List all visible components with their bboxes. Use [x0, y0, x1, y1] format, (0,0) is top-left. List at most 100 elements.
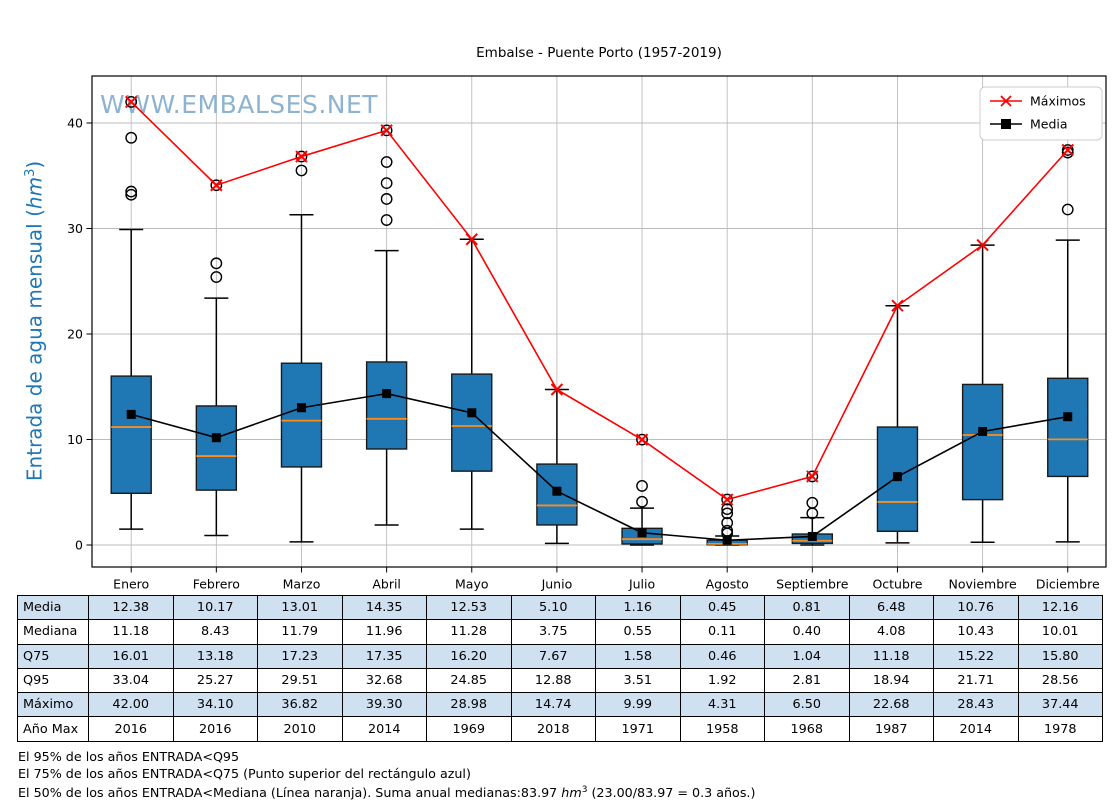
table-cell: 34.10 — [172, 692, 258, 718]
x-tick-label: Junio — [541, 577, 573, 592]
table-cell: 36.82 — [257, 692, 343, 718]
outlier-marker — [636, 495, 648, 508]
table-cell: 12.88 — [510, 667, 596, 694]
media-marker — [296, 403, 306, 413]
x-tick-label: Enero — [113, 577, 149, 592]
x-tick-label: Abril — [372, 577, 401, 592]
boxplot-abril — [365, 124, 408, 526]
x-tick-label: Marzo — [283, 577, 321, 592]
legend: Máximos Media — [979, 86, 1103, 141]
row-label: Q95 — [17, 667, 89, 694]
table-cell: 1958 — [679, 716, 765, 742]
boxplot-chart: Embalse - Puente Porto (1957-2019) WWW.E… — [67, 45, 1107, 592]
iqr-box — [451, 373, 493, 472]
maximos-marker — [465, 233, 478, 246]
statistics-table: Media 12.38 10.17 13.01 14.35 12.53 5.10 1.16 0.… — [17, 594, 1103, 742]
table-cell: 17.23 — [257, 643, 343, 669]
outlier-marker — [380, 177, 393, 190]
y-tick-label: 0 — [75, 538, 83, 553]
table-cell: 12.38 — [88, 594, 174, 621]
grid-layer — [92, 76, 1106, 567]
outlier-marker — [721, 507, 734, 520]
maximos-marker — [124, 95, 138, 109]
outlier-marker — [806, 470, 819, 483]
outlier-marker — [125, 131, 138, 144]
y-axis-label: Entrada de agua mensual (hm3) — [22, 160, 47, 482]
table-cell: 17.35 — [341, 643, 427, 669]
table-cell: 24.85 — [426, 667, 512, 694]
table-cell: 42.00 — [88, 692, 174, 718]
table-cell: 11.18 — [88, 619, 174, 645]
table-cell: 1969 — [426, 716, 512, 742]
outlier-marker — [125, 96, 138, 108]
media-marker — [552, 486, 562, 496]
outlier-marker — [806, 496, 819, 509]
table-cell: 25.27 — [172, 667, 258, 694]
table-cell: 4.08 — [848, 619, 934, 645]
media-marker — [637, 528, 647, 538]
outlier-marker — [210, 179, 223, 192]
table-row: Mediana 11.18 8.43 11.79 11.96 11.28 3.75 0.55 0… — [17, 619, 1103, 645]
table-cell: 10.76 — [933, 594, 1019, 621]
chart-title: Embalse - Puente Porto (1957-2019) — [476, 45, 722, 61]
iqr-box — [1047, 377, 1089, 478]
table-row: Máximo 42.00 34.10 36.82 39.30 28.98 14.74 9.99… — [17, 692, 1103, 718]
footnote-q75: El 75% de los años ENTRADA<Q75 (Punto su… — [18, 766, 471, 781]
row-label: Máximo — [17, 692, 89, 718]
outlier-marker — [380, 124, 393, 137]
table-row: Q95 33.04 25.27 29.51 32.68 24.85 12.88 3.51 1.9… — [17, 667, 1103, 694]
legend-label-media: Media — [1030, 117, 1068, 132]
table-cell: 16.20 — [426, 643, 512, 669]
maximos-series — [124, 95, 1074, 506]
table-cell: 10.01 — [1017, 619, 1103, 645]
iqr-box — [110, 375, 152, 495]
outlier-marker — [1061, 203, 1074, 216]
media-series — [126, 389, 1073, 545]
table-cell: 1987 — [848, 716, 934, 742]
iqr-box — [365, 361, 408, 450]
table-cell: 9.99 — [595, 692, 681, 718]
table-cell: 21.71 — [933, 667, 1019, 694]
table-cell: 0.45 — [679, 594, 765, 621]
table-cell: 10.17 — [172, 594, 258, 621]
table-cell: 32.68 — [341, 667, 427, 694]
x-tick-label: Diciembre — [1036, 577, 1100, 592]
media-marker — [722, 535, 732, 545]
table-cell: 2010 — [257, 716, 343, 742]
outlier-marker — [380, 214, 393, 226]
media-marker — [126, 409, 136, 419]
outlier-marker — [636, 480, 648, 492]
media-line — [130, 392, 1068, 542]
table-cell: 15.80 — [1017, 643, 1103, 669]
table-cell: 13.01 — [257, 594, 343, 621]
table-cell: 2014 — [341, 716, 427, 742]
boxplot-mayo — [451, 238, 493, 530]
table-cell: 11.18 — [848, 643, 934, 669]
maximos-marker — [720, 493, 734, 506]
maximos-marker — [806, 470, 819, 483]
maximos-marker — [380, 124, 393, 137]
y-tick-label: 40 — [67, 116, 83, 131]
x-tick-label: Agosto — [706, 577, 749, 592]
legend-square-marker-icon — [1001, 119, 1011, 129]
plot-border — [91, 75, 1107, 568]
table-cell: 13.18 — [172, 643, 258, 669]
table-cell: 11.79 — [257, 619, 343, 645]
table-cell: 12.53 — [426, 594, 512, 621]
media-marker — [1063, 412, 1073, 422]
table-cell: 28.43 — [933, 692, 1019, 718]
row-label: Media — [17, 594, 89, 621]
table-cell: 10.43 — [933, 619, 1019, 645]
table-cell: 3.75 — [510, 619, 596, 645]
table-cell: 33.04 — [88, 667, 174, 694]
maximos-marker — [976, 238, 989, 252]
boxplot-enero — [110, 96, 152, 530]
table-cell: 2014 — [933, 716, 1019, 742]
tick-layer: Enero Febrero Marzo Abril Mayo Junio Julio Agos… — [67, 116, 1100, 592]
table-cell: 2018 — [510, 716, 596, 742]
maximos-marker — [891, 299, 904, 312]
maximos-marker — [210, 179, 223, 192]
x-tick-label: Mayo — [455, 577, 489, 592]
table-cell: 0.55 — [595, 619, 681, 645]
